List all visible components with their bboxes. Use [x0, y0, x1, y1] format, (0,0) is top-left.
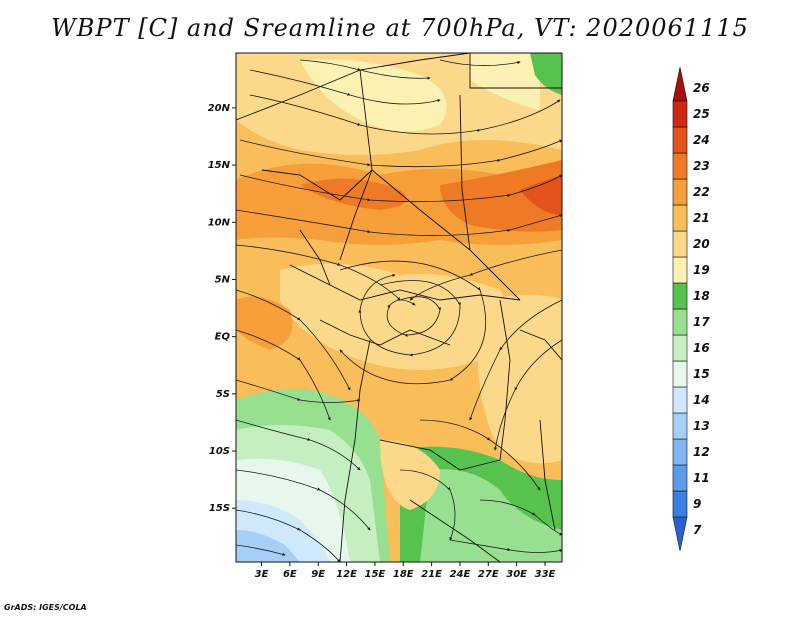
colorbar-label: 20: [693, 237, 710, 251]
colorbar-swatch: [672, 412, 688, 440]
colorbar-swatch: [672, 282, 688, 310]
map-frame: [235, 52, 563, 563]
wbpt-shading: [236, 53, 562, 562]
colorbar-label: 17: [693, 315, 710, 329]
map-title: WBPT [C] and Sreamline at 700hPa, VT: 20…: [51, 14, 749, 42]
colorbar-swatch: [672, 334, 688, 362]
lat-tick-label: 20N: [208, 103, 231, 114]
colorbar-swatch: [672, 360, 688, 388]
colorbar-swatch: [672, 308, 688, 336]
colorbar-swatch: [672, 178, 688, 206]
lon-tick-label: 21E: [421, 569, 442, 580]
colorbar-label: 26: [693, 81, 710, 95]
colorbar-label: 25: [693, 107, 710, 121]
colorbar-label: 18: [693, 289, 710, 303]
colorbar-label: 23: [693, 159, 710, 173]
colorbar-swatch: [672, 386, 688, 414]
colorbar-swatch: [672, 516, 688, 552]
lon-tick-label: 12E: [336, 569, 357, 580]
lat-tick-label: 10N: [208, 217, 231, 228]
latitude-axis: 20N 15N 10N 5N EQ 5S 10S 15S: [208, 103, 236, 514]
colorbar-swatch: [672, 204, 688, 232]
lat-tick-label: 10S: [209, 446, 230, 457]
colorbar-label: 21: [693, 211, 710, 225]
lat-tick-label: 5N: [215, 274, 231, 285]
lon-tick-label: 30E: [506, 569, 527, 580]
lat-tick-label: 15N: [208, 160, 231, 171]
colorbar: 7 9 11 12 13 14 15 16 17 18 19 20 21 22 23 24 25 26: [672, 66, 710, 552]
colorbar-label: 13: [693, 419, 710, 433]
lat-tick-label: 15S: [209, 503, 230, 514]
colorbar-label: 7: [693, 523, 702, 537]
colorbar-label: 12: [693, 445, 710, 459]
map-panel[interactable]: [236, 53, 562, 562]
colorbar-swatch: [672, 230, 688, 258]
lon-tick-label: 3E: [255, 569, 269, 580]
colorbar-swatch: [672, 126, 688, 154]
longitude-axis: 3E 6E 9E 12E 15E 18E 21E 24E 27E 30E 33E: [255, 562, 556, 580]
colorbar-swatch: [672, 464, 688, 492]
colorbar-swatch: [672, 490, 688, 518]
colorbar-swatch: [672, 256, 688, 284]
colorbar-swatch: [672, 152, 688, 180]
lon-tick-label: 18E: [393, 569, 414, 580]
lat-tick-label: 5S: [216, 389, 230, 400]
colorbar-label: 11: [693, 471, 710, 485]
streamlines: [236, 59, 562, 562]
lon-tick-label: 6E: [283, 569, 297, 580]
colorbar-label: 24: [693, 133, 710, 147]
colorbar-label: 19: [693, 263, 710, 277]
colorbar-label: 14: [693, 393, 710, 407]
colorbar-label: 16: [693, 341, 710, 355]
colorbar-swatch: [672, 100, 688, 128]
colorbar-swatch: [672, 438, 688, 466]
lon-tick-label: 24E: [450, 569, 471, 580]
lon-tick-label: 33E: [535, 569, 556, 580]
lon-tick-label: 27E: [478, 569, 499, 580]
grads-credit: GrADS: IGES/COLA: [4, 603, 87, 612]
lon-tick-label: 9E: [311, 569, 325, 580]
colorbar-label: 9: [693, 497, 701, 511]
colorbar-label: 15: [693, 367, 710, 381]
lon-tick-label: 15E: [365, 569, 386, 580]
colorbar-label: 22: [693, 185, 710, 199]
colorbar-swatch: [672, 66, 688, 102]
lat-tick-label: EQ: [215, 332, 231, 343]
